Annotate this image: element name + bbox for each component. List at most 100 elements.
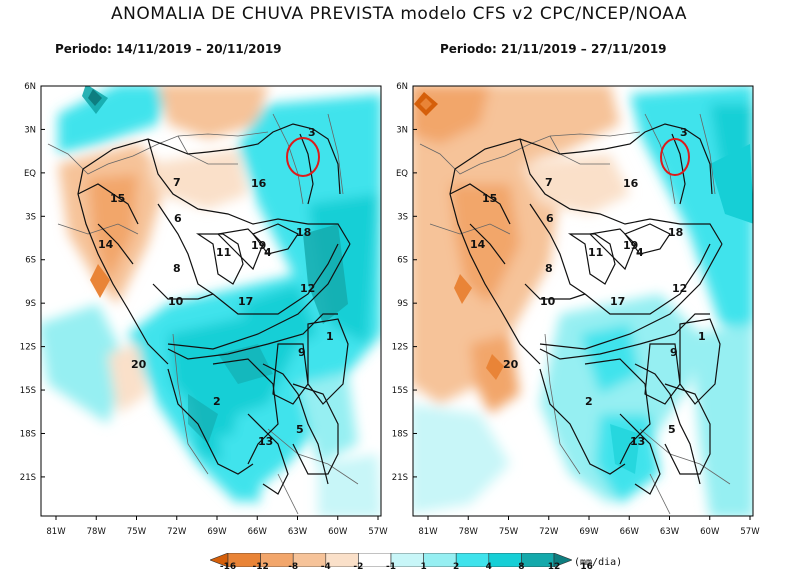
basin-5-label: 5 xyxy=(296,423,304,436)
lat-label-1-1: 3N xyxy=(396,125,408,135)
basin-19-label: 19 xyxy=(251,239,266,252)
lon-label-1-1: 78W xyxy=(459,527,479,537)
lon-label-1-0: 81W xyxy=(418,527,438,537)
basin-12-label: 12 xyxy=(672,282,687,295)
colorbar-segment xyxy=(553,553,572,567)
lon-label-0-2: 75W xyxy=(127,527,147,537)
lat-label-1-0: 6N xyxy=(396,82,408,92)
colorbar-tick-label: -2 xyxy=(353,562,364,572)
lat-label-0-1: 3N xyxy=(24,125,36,135)
basin-12-label: 12 xyxy=(300,282,315,295)
lon-label-1-6: 63W xyxy=(660,527,680,537)
colorbar-tick-label: -16 xyxy=(219,562,237,572)
colorbar-tick-label: 2 xyxy=(453,562,460,572)
basin-20-label: 20 xyxy=(131,358,147,371)
lat-label-0-3: 3S xyxy=(25,212,36,222)
colorbar-tick-label: -12 xyxy=(252,562,269,572)
basin-17-label: 17 xyxy=(610,295,625,308)
basin-16-label: 16 xyxy=(251,177,267,190)
basin-boundaries-left xyxy=(77,123,351,495)
colorbar-tick-label: 4 xyxy=(485,562,492,572)
basin-18-label: 18 xyxy=(296,226,311,239)
basin-1-label: 1 xyxy=(698,330,706,343)
basin-7-label: 7 xyxy=(173,176,181,189)
lon-label-0-6: 63W xyxy=(288,527,308,537)
basin-6-label: 6 xyxy=(174,212,182,225)
lat-label-1-8: 18S xyxy=(392,429,408,439)
colorbar-tick-label: -8 xyxy=(288,562,299,572)
basin-10-label: 10 xyxy=(168,295,184,308)
basin-15-label: 15 xyxy=(110,192,125,205)
lat-label-1-6: 12S xyxy=(392,343,408,353)
map-panel-left: 3 7 16 15 6 14 11 19 4 18 8 12 10 17 1 9… xyxy=(38,84,382,518)
lon-label-1-4: 69W xyxy=(579,527,599,537)
lon-label-1-7: 60W xyxy=(700,527,720,537)
lat-label-1-7: 15S xyxy=(392,386,408,396)
basin-13-label: 13 xyxy=(258,435,273,448)
colorbar-tick-label: 12 xyxy=(547,562,561,572)
anomaly-field-right xyxy=(413,86,753,516)
lat-label-1-2: EQ xyxy=(396,169,408,179)
highlight-circle-left xyxy=(286,137,320,177)
lon-label-1-2: 75W xyxy=(499,527,519,537)
lat-label-1-9: 21S xyxy=(392,473,408,483)
lat-label-0-2: EQ xyxy=(24,169,36,179)
colorbar-segment xyxy=(455,553,490,567)
colorbar xyxy=(210,553,572,567)
basin-8-label: 8 xyxy=(173,262,181,275)
map-right: 3 7 16 15 6 14 11 19 4 18 8 12 10 17 1 9… xyxy=(412,85,754,517)
lon-label-1-3: 72W xyxy=(539,527,559,537)
basin-14-label: 14 xyxy=(470,238,486,251)
lon-label-0-8: 57W xyxy=(368,527,388,537)
basin-7-label: 7 xyxy=(545,176,553,189)
basin-11-label: 11 xyxy=(588,246,603,259)
lon-label-0-7: 60W xyxy=(328,527,348,537)
basin-2-label: 2 xyxy=(585,395,593,408)
basin-3-label: 3 xyxy=(680,126,688,139)
basin-15-label: 15 xyxy=(482,192,497,205)
lat-label-0-6: 12S xyxy=(20,343,36,353)
lat-label-0-9: 21S xyxy=(20,473,36,483)
lat-label-0-5: 9S xyxy=(25,299,36,309)
period-left-range: 14/11/2019 – 20/11/2019 xyxy=(116,42,282,56)
basin-16-label: 16 xyxy=(623,177,639,190)
map-frame-right xyxy=(412,85,754,517)
basin-2-label: 2 xyxy=(213,395,221,408)
lat-label-0-0: 6N xyxy=(24,82,36,92)
lon-label-0-3: 72W xyxy=(167,527,187,537)
basin-9-label: 9 xyxy=(298,346,306,359)
period-left-label: Periodo: xyxy=(55,42,112,56)
colorbar-segment xyxy=(488,553,522,567)
colorbar-segment xyxy=(423,553,457,567)
lon-label-0-0: 81W xyxy=(46,527,66,537)
map-panel-right: 3 7 16 15 6 14 11 19 4 18 8 12 10 17 1 9… xyxy=(410,84,754,518)
basin-3-label: 3 xyxy=(308,126,316,139)
basin-6-label: 6 xyxy=(546,212,554,225)
country-borders-right xyxy=(419,113,731,515)
lon-label-0-4: 69W xyxy=(207,527,227,537)
lon-label-1-5: 66W xyxy=(620,527,640,537)
basin-19-label: 19 xyxy=(623,239,638,252)
basin-18-label: 18 xyxy=(668,226,683,239)
colorbar-tick-label: 8 xyxy=(518,562,525,572)
page-title: ANOMALIA DE CHUVA PREVISTA modelo CFS v2… xyxy=(111,4,687,24)
period-right: Periodo: 21/11/2019 – 27/11/2019 xyxy=(440,42,667,56)
map-frame-left xyxy=(40,85,382,517)
colorbar-tick-label: -1 xyxy=(386,562,396,572)
basin-10-label: 10 xyxy=(540,295,556,308)
lon-label-1-8: 57W xyxy=(740,527,760,537)
basin-8-label: 8 xyxy=(545,262,553,275)
basin-13-label: 13 xyxy=(630,435,645,448)
basin-14-label: 14 xyxy=(98,238,114,251)
lat-label-1-5: 9S xyxy=(397,299,408,309)
lat-label-0-7: 15S xyxy=(20,386,36,396)
colorbar-tick-label: 1 xyxy=(420,562,427,572)
anomaly-field-left xyxy=(41,86,381,516)
lon-label-0-1: 78W xyxy=(87,527,107,537)
lat-label-1-4: 6S xyxy=(397,256,408,266)
basin-4-label: 4 xyxy=(636,246,644,259)
period-left: Periodo: 14/11/2019 – 20/11/2019 xyxy=(55,42,282,56)
colorbar-units: (mm/dia) xyxy=(574,557,623,568)
basin-5-label: 5 xyxy=(668,423,676,436)
period-right-label: Periodo: xyxy=(440,42,497,56)
